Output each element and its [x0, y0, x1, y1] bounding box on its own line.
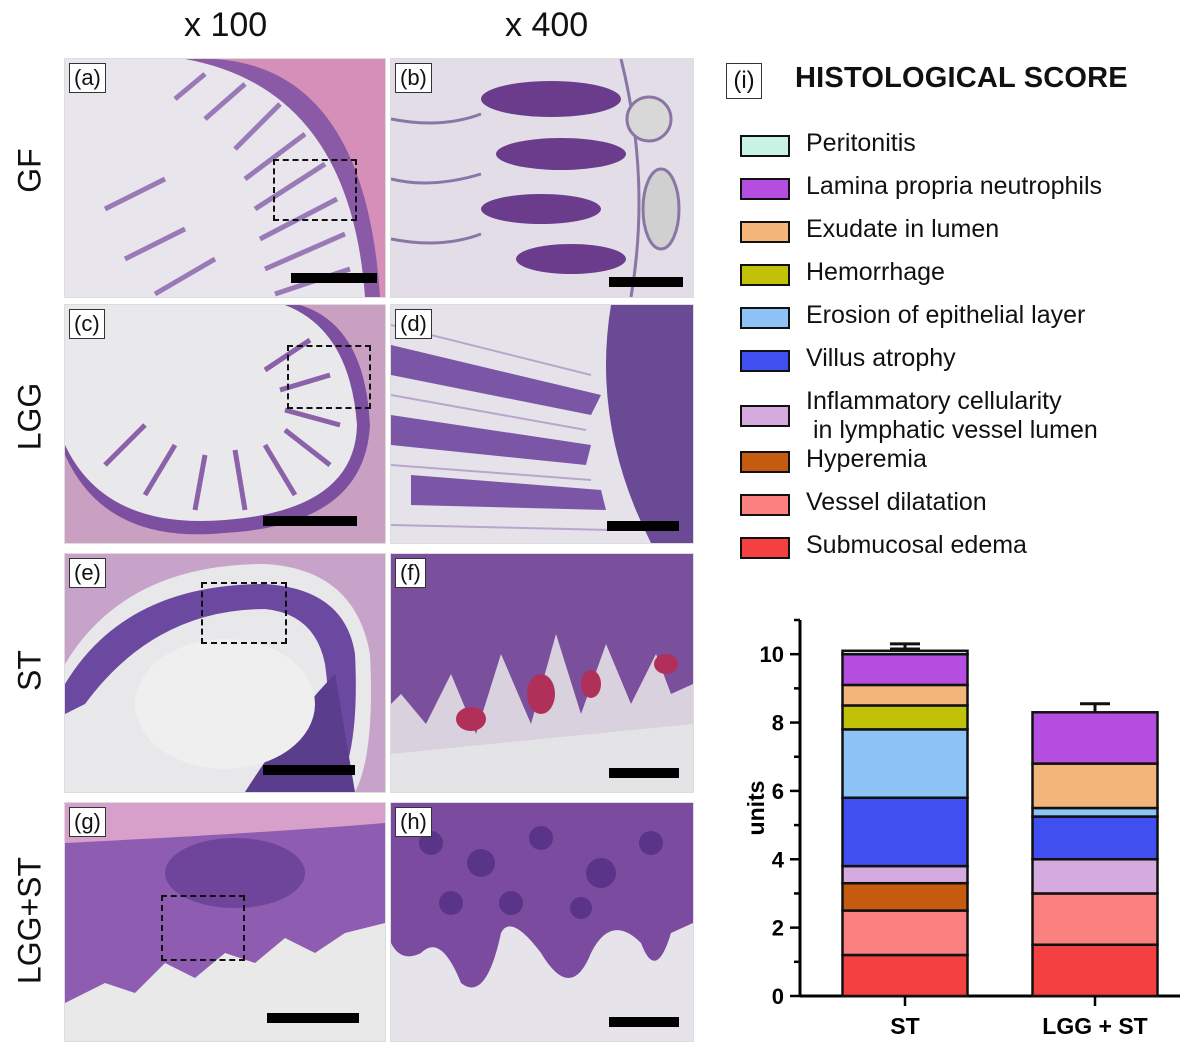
y-tick-label: 10: [760, 642, 784, 667]
scale-bar: [609, 277, 683, 287]
bar-segment: [841, 909, 969, 957]
panel-label-b: (b): [395, 63, 432, 93]
legend-label: Hemorrhage: [806, 258, 945, 286]
micrograph-panel-c: (c): [64, 304, 386, 544]
bar-segment: [1031, 711, 1159, 765]
bar-segment: [1031, 806, 1159, 818]
legend-swatch: [740, 494, 790, 516]
legend-swatch: [740, 264, 790, 286]
micrograph-panel-e: (e): [64, 553, 386, 793]
x-tick-label: LGG + ST: [1042, 1013, 1147, 1039]
micrograph-panel-d: (d): [390, 304, 694, 544]
bar-segment: [1031, 892, 1159, 946]
legend-label: Peritonitis: [806, 129, 916, 157]
tissue-image: [65, 803, 385, 1003]
y-axis-label: units: [743, 781, 769, 836]
bar-segment: [841, 728, 969, 799]
legend-swatch: [740, 135, 790, 157]
legend-label: Hyperemia: [806, 445, 927, 473]
legend-swatch: [740, 221, 790, 243]
region-of-interest-box: [161, 895, 245, 961]
row-label-gf: GF: [11, 148, 48, 193]
legend-label: Exudate in lumen: [806, 215, 1000, 243]
bar-segment: [841, 683, 969, 707]
micrograph-panel-h: (h): [390, 802, 694, 1042]
scale-bar: [607, 521, 679, 531]
tissue-image: [391, 554, 693, 792]
bar-segment: [1031, 762, 1159, 810]
tissue-image: [391, 803, 693, 988]
bar-segment: [1031, 943, 1159, 998]
bar-segment: [841, 649, 969, 656]
row-label-lgg-st: LGG+ST: [11, 856, 48, 985]
bar-segment: [841, 796, 969, 868]
micrograph-panel-g: (g): [64, 802, 386, 1042]
legend-label: Lamina propria neutrophils: [806, 172, 1103, 200]
column-title-x100: x 100: [184, 6, 268, 44]
panel-label-d: (d): [395, 309, 432, 339]
panel-label-e: (e): [69, 558, 106, 588]
panel-label-h: (h): [395, 807, 432, 837]
bar-segment: [1031, 815, 1159, 861]
legend-swatch: [740, 178, 790, 200]
panel-label-c: (c): [69, 309, 105, 339]
row-label-lgg: LGG: [11, 382, 48, 451]
scale-bar: [263, 516, 357, 526]
stacked-bar-chart: 0 2 4 6 8 10 units ST LGG + ST: [743, 618, 1180, 1039]
panel-label-a: (a): [69, 63, 106, 93]
column-title-x400: x 400: [505, 6, 589, 44]
legend-label: Submucosal edema: [806, 531, 1027, 559]
legend-label: Erosion of epithelial layer: [806, 301, 1086, 329]
legend-swatch: [740, 405, 790, 427]
y-tick-label: 4: [772, 847, 785, 872]
chart-title: HISTOLOGICAL SCORE: [795, 62, 1128, 94]
bar-segment: [841, 864, 969, 885]
legend-swatch: [740, 537, 790, 559]
micrograph-panel-b: (b): [390, 58, 694, 298]
panel-label-g: (g): [69, 807, 106, 837]
legend-swatch: [740, 350, 790, 372]
scale-bar: [263, 765, 355, 775]
legend-label: Inflammatory cellularity in lymphatic ve…: [806, 387, 1098, 444]
panel-label-i: (i): [726, 63, 762, 99]
region-of-interest-box: [287, 345, 371, 409]
bar-segment: [841, 704, 969, 731]
micrograph-panel-a: (a): [64, 58, 386, 298]
y-tick-label: 6: [772, 779, 784, 804]
legend-label: Vessel dilatation: [806, 488, 987, 516]
bar-segment: [841, 953, 969, 998]
y-tick-label: 2: [772, 916, 784, 941]
micrograph-panel-f: (f): [390, 553, 694, 793]
scale-bar: [267, 1013, 359, 1023]
legend-label: Villus atrophy: [806, 344, 956, 372]
tissue-image: [391, 59, 681, 297]
panel-label-f: (f): [395, 558, 426, 588]
row-label-st: ST: [11, 650, 48, 691]
scale-bar: [609, 1017, 679, 1027]
legend-swatch: [740, 307, 790, 329]
region-of-interest-box: [273, 159, 357, 221]
bar-segment: [841, 652, 969, 687]
legend-swatch: [740, 451, 790, 473]
tissue-image: [65, 305, 385, 543]
tissue-image: [391, 305, 693, 543]
region-of-interest-box: [201, 582, 287, 644]
y-tick-label: 0: [772, 984, 784, 1009]
x-tick-label: ST: [890, 1013, 919, 1039]
bar-segment: [1031, 858, 1159, 895]
y-tick-label: 8: [772, 711, 784, 736]
scale-bar: [291, 273, 377, 283]
bar-segment: [841, 881, 969, 912]
scale-bar: [609, 768, 679, 778]
